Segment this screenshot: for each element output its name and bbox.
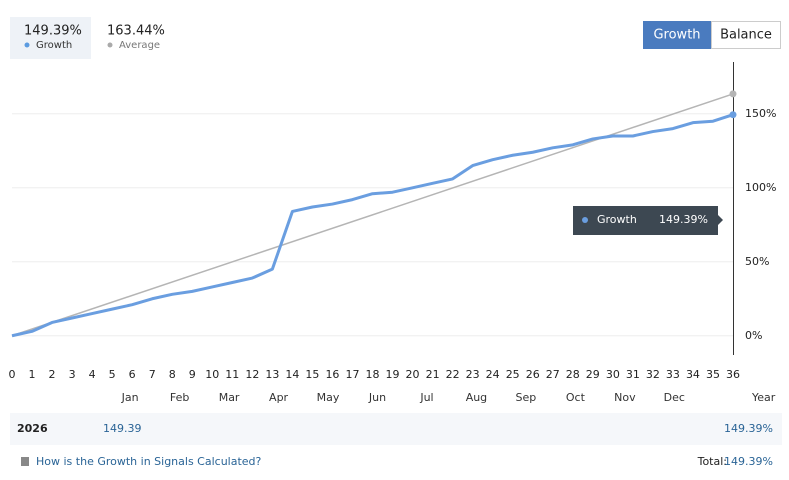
x-tick-label: 0 bbox=[9, 368, 16, 381]
x-tick-label: 24 bbox=[486, 368, 500, 381]
x-tick-label: 26 bbox=[526, 368, 540, 381]
stat-box bbox=[10, 17, 91, 59]
x-tick-label: 5 bbox=[109, 368, 116, 381]
x-tick-label: 27 bbox=[546, 368, 560, 381]
x-tick-label: 16 bbox=[325, 368, 339, 381]
x-tick-label: 19 bbox=[386, 368, 400, 381]
growth-button-label[interactable]: Growth bbox=[653, 28, 700, 43]
x-tick-label: 17 bbox=[345, 368, 359, 381]
growth-button[interactable] bbox=[643, 21, 711, 49]
x-tick-label: 28 bbox=[566, 368, 580, 381]
tooltip bbox=[573, 206, 718, 235]
stat-value: 163.44% bbox=[107, 24, 165, 39]
x-tick-label: 2 bbox=[49, 368, 56, 381]
x-tick-label: 6 bbox=[129, 368, 136, 381]
x-tick-label: 35 bbox=[706, 368, 720, 381]
x-tick-label: 30 bbox=[606, 368, 620, 381]
month-label: Oct bbox=[566, 391, 586, 404]
tooltip-value: 149.39% bbox=[659, 213, 708, 226]
y-tick-label: 0% bbox=[745, 329, 762, 342]
x-tick-label: 21 bbox=[426, 368, 440, 381]
x-tick-label: 33 bbox=[666, 368, 680, 381]
tooltip-name: Growth bbox=[597, 213, 637, 226]
month-label: Feb bbox=[170, 391, 189, 404]
month-label: Sep bbox=[516, 391, 537, 404]
end-point bbox=[729, 90, 737, 98]
stat-value: 149.39% bbox=[24, 24, 82, 39]
balance-button[interactable] bbox=[711, 21, 781, 49]
month-label: Jan bbox=[121, 391, 139, 404]
year-cell: 2026 bbox=[17, 422, 48, 435]
x-tick-label: 12 bbox=[245, 368, 259, 381]
month-label: Mar bbox=[219, 391, 240, 404]
y-tick-label: 150% bbox=[745, 107, 776, 120]
total-label: Total: bbox=[697, 455, 727, 468]
month-label: Nov bbox=[614, 391, 636, 404]
month-label: Dec bbox=[664, 391, 685, 404]
balance-button-label[interactable]: Balance bbox=[720, 28, 772, 43]
stat-name: Average bbox=[119, 40, 160, 51]
month-label: May bbox=[317, 391, 340, 404]
x-tick-label: 34 bbox=[686, 368, 700, 381]
x-tick-label: 8 bbox=[169, 368, 176, 381]
help-link[interactable]: How is the Growth in Signals Calculated? bbox=[36, 455, 262, 468]
stat-dot bbox=[24, 42, 30, 48]
stat-dot bbox=[107, 42, 113, 48]
x-tick-label: 36 bbox=[726, 368, 740, 381]
y-tick-label: 100% bbox=[745, 181, 776, 194]
end-point bbox=[729, 111, 737, 119]
x-tick-label: 20 bbox=[406, 368, 420, 381]
x-tick-label: 32 bbox=[646, 368, 660, 381]
total-value: 149.39% bbox=[724, 455, 773, 468]
total-cell: 149.39% bbox=[724, 422, 773, 435]
value-cell: 149.39 bbox=[103, 422, 142, 435]
x-tick-label: 18 bbox=[366, 368, 380, 381]
month-label: Apr bbox=[269, 391, 289, 404]
x-tick-label: 22 bbox=[446, 368, 460, 381]
table-row bbox=[10, 413, 782, 445]
x-tick-label: 31 bbox=[626, 368, 640, 381]
stat-name: Growth bbox=[36, 40, 72, 51]
series-line bbox=[11, 113, 734, 338]
x-tick-label: 4 bbox=[89, 368, 96, 381]
help-icon bbox=[21, 457, 29, 466]
x-tick-label: 9 bbox=[189, 368, 196, 381]
x-tick-label: 11 bbox=[225, 368, 239, 381]
x-tick-label: 7 bbox=[149, 368, 156, 381]
tooltip-dot bbox=[582, 217, 588, 223]
year-label: Year bbox=[751, 391, 776, 404]
month-label: Jun bbox=[368, 391, 386, 404]
x-tick-label: 13 bbox=[265, 368, 279, 381]
x-tick-label: 1 bbox=[29, 368, 36, 381]
series-line bbox=[11, 93, 734, 337]
x-tick-label: 23 bbox=[466, 368, 480, 381]
x-tick-label: 25 bbox=[506, 368, 520, 381]
x-tick-label: 29 bbox=[586, 368, 600, 381]
x-tick-label: 14 bbox=[285, 368, 299, 381]
month-label: Aug bbox=[466, 391, 487, 404]
x-tick-label: 10 bbox=[205, 368, 219, 381]
x-tick-label: 3 bbox=[69, 368, 76, 381]
month-label: Jul bbox=[419, 391, 433, 404]
y-tick-label: 50% bbox=[745, 255, 769, 268]
tooltip-arrow bbox=[718, 215, 723, 225]
x-tick-label: 15 bbox=[305, 368, 319, 381]
